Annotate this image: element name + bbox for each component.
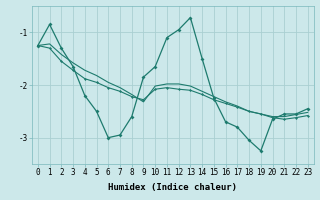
X-axis label: Humidex (Indice chaleur): Humidex (Indice chaleur) bbox=[108, 183, 237, 192]
